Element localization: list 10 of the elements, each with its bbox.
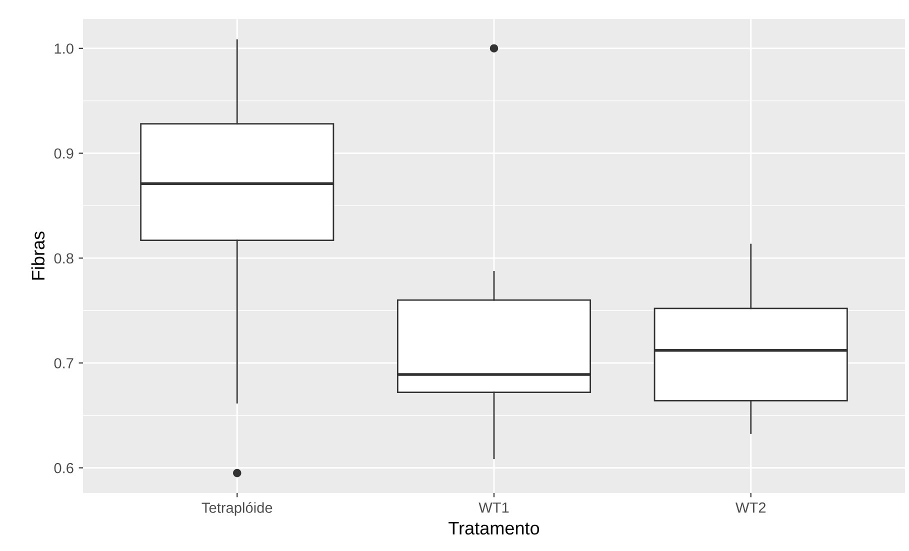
y-tick-label: 0.6 [54,462,74,474]
x-tick-label: WT2 [736,502,766,513]
y-axis-title: Fibras [31,232,45,280]
y-tick-label: 1.0 [54,43,74,54]
x-tick-label: WT1 [478,502,509,513]
y-tick-label: 0.7 [54,358,74,368]
x-axis-title: Tratamento [448,522,540,535]
y-tick-label: 0.9 [54,148,74,159]
y-tick-label: 0.8 [54,253,74,264]
x-tick-label: Tetraplóide [202,502,272,516]
